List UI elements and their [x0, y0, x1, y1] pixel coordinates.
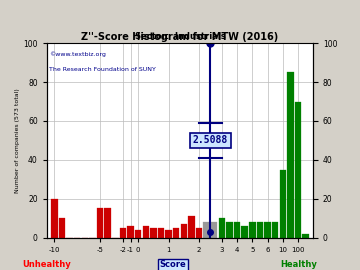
Bar	[302, 234, 309, 238]
Bar	[59, 218, 65, 238]
Bar	[150, 228, 157, 238]
Text: Unhealthy: Unhealthy	[22, 260, 71, 269]
Text: ©www.textbiz.org: ©www.textbiz.org	[49, 51, 106, 57]
Bar	[188, 216, 195, 238]
Y-axis label: Number of companies (573 total): Number of companies (573 total)	[15, 88, 21, 193]
Text: The Research Foundation of SUNY: The Research Foundation of SUNY	[49, 66, 156, 72]
Bar	[104, 208, 111, 238]
Bar	[211, 222, 217, 238]
Bar	[295, 102, 301, 238]
Bar	[196, 228, 202, 238]
Bar	[257, 222, 263, 238]
Bar	[226, 222, 233, 238]
Bar	[51, 199, 58, 238]
Text: Score: Score	[159, 260, 186, 269]
Bar	[287, 72, 294, 238]
Bar	[127, 226, 134, 238]
Bar	[135, 230, 141, 238]
Bar	[219, 218, 225, 238]
Bar	[272, 222, 278, 238]
Bar	[165, 230, 172, 238]
Bar	[181, 224, 187, 238]
Bar	[279, 170, 286, 238]
Text: 2.5088: 2.5088	[193, 135, 228, 146]
Bar	[264, 222, 271, 238]
Bar	[97, 208, 103, 238]
Bar	[203, 222, 210, 238]
Bar	[158, 228, 164, 238]
Bar	[234, 222, 240, 238]
Title: Z''-Score Histogram for MTW (2016): Z''-Score Histogram for MTW (2016)	[81, 32, 279, 42]
Text: Healthy: Healthy	[280, 260, 317, 269]
Bar	[143, 226, 149, 238]
Bar	[120, 228, 126, 238]
Bar	[173, 228, 179, 238]
Bar	[242, 226, 248, 238]
Text: Sector:  Industrials: Sector: Industrials	[135, 32, 225, 41]
Bar	[249, 222, 256, 238]
